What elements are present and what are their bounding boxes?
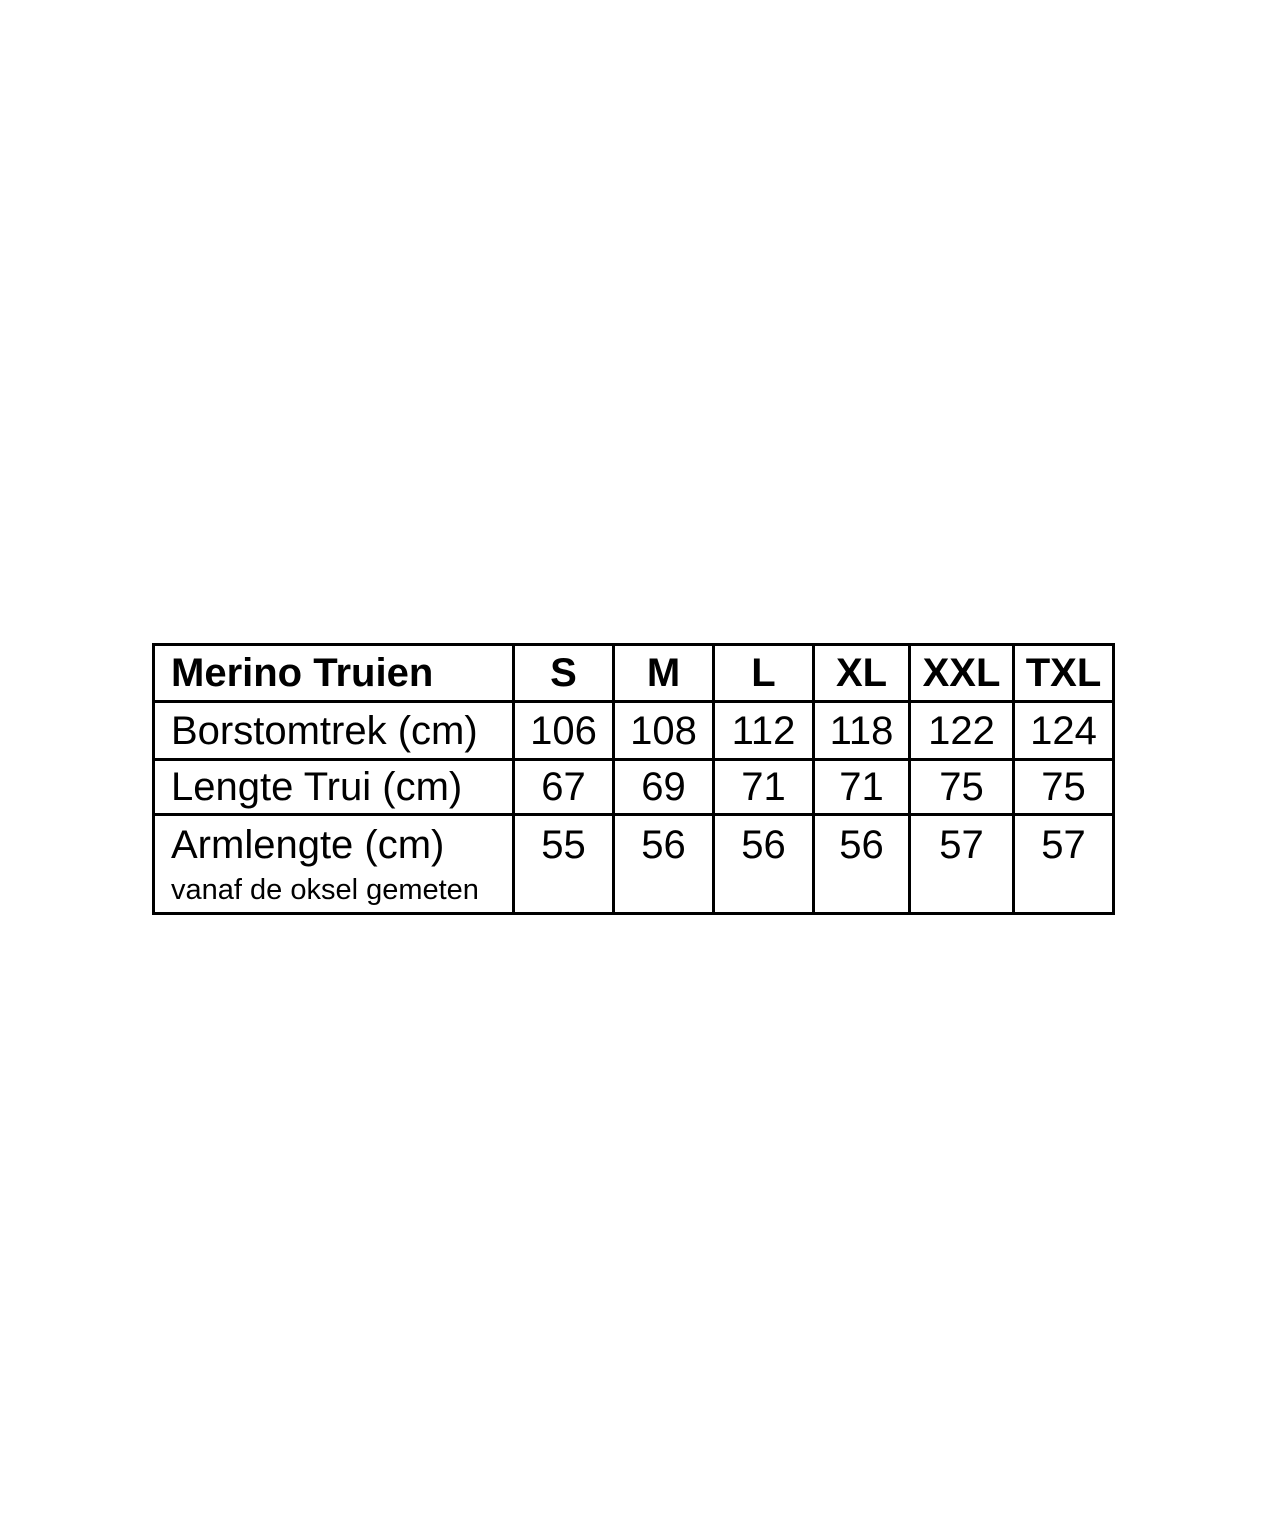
cell-armlengte-s: 55 <box>512 813 615 915</box>
row-label-borstomtrek: Borstomtrek (cm) <box>152 700 515 761</box>
cell-armlengte-txl: 57 <box>1012 813 1115 915</box>
cell-armlengte-xxl: 57 <box>908 813 1015 915</box>
size-chart-table: Merino Truien S M L XL XXL TXL Borstomtr… <box>152 643 1115 915</box>
column-header-txl: TXL <box>1012 643 1115 703</box>
row-sublabel-armlengte: vanaf de oksel gemeten <box>171 874 479 906</box>
cell-borstomtrek-m: 108 <box>612 700 715 761</box>
cell-lengte-trui-s: 67 <box>512 758 615 816</box>
column-header-xl: XL <box>812 643 911 703</box>
cell-lengte-trui-txl: 75 <box>1012 758 1115 816</box>
row-label-armlengte: Armlengte (cm) <box>171 823 445 867</box>
column-header-l: L <box>712 643 815 703</box>
header-row: Merino Truien S M L XL XXL TXL <box>152 643 1115 703</box>
cell-borstomtrek-txl: 124 <box>1012 700 1115 761</box>
cell-armlengte-l: 56 <box>712 813 815 915</box>
column-header-m: M <box>612 643 715 703</box>
cell-lengte-trui-m: 69 <box>612 758 715 816</box>
column-header-xxl: XXL <box>908 643 1015 703</box>
row-label-armlengte-cell: Armlengte (cm) vanaf de oksel gemeten <box>152 813 515 915</box>
cell-armlengte-xl: 56 <box>812 813 911 915</box>
cell-lengte-trui-l: 71 <box>712 758 815 816</box>
cell-lengte-trui-xl: 71 <box>812 758 911 816</box>
cell-borstomtrek-xxl: 122 <box>908 700 1015 761</box>
table-row-borstomtrek: Borstomtrek (cm) 106 108 112 118 122 124 <box>152 700 1115 761</box>
column-header-s: S <box>512 643 615 703</box>
table-title: Merino Truien <box>152 643 515 703</box>
table-row-lengte-trui: Lengte Trui (cm) 67 69 71 71 75 75 <box>152 758 1115 816</box>
table-row-armlengte: Armlengte (cm) vanaf de oksel gemeten 55… <box>152 813 1115 915</box>
cell-borstomtrek-s: 106 <box>512 700 615 761</box>
cell-borstomtrek-xl: 118 <box>812 700 911 761</box>
cell-borstomtrek-l: 112 <box>712 700 815 761</box>
cell-armlengte-m: 56 <box>612 813 715 915</box>
cell-lengte-trui-xxl: 75 <box>908 758 1015 816</box>
row-label-lengte-trui: Lengte Trui (cm) <box>152 758 515 816</box>
